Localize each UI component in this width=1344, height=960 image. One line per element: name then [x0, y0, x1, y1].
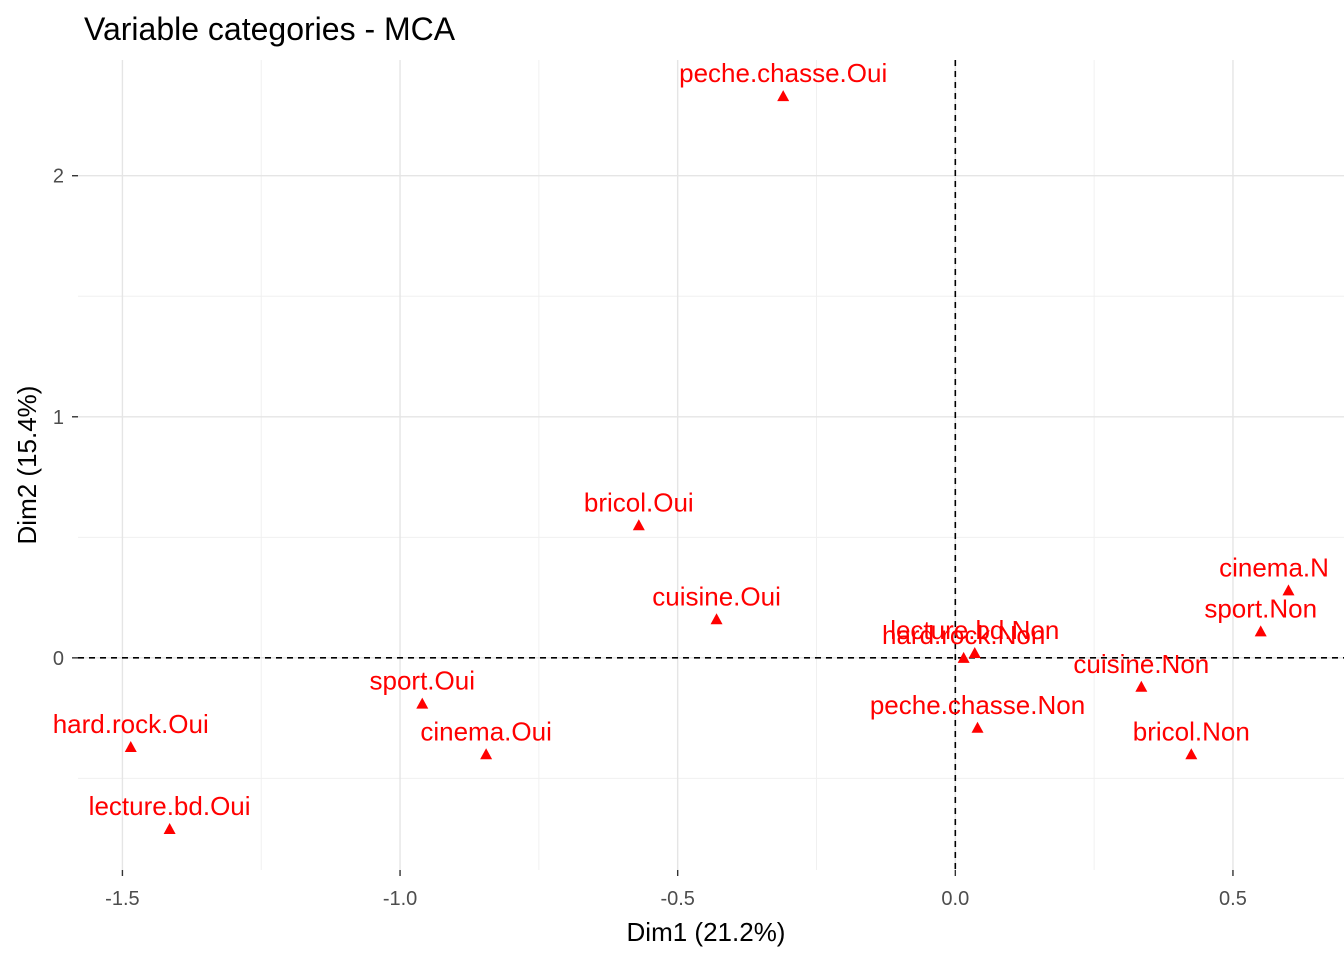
point-label: cuisine.Oui [652, 581, 781, 611]
point-label: bricol.Oui [584, 487, 694, 517]
x-tick-label: -0.5 [660, 888, 694, 910]
point-marker-triangle [632, 519, 645, 531]
point-label: hard.rock.Non [882, 620, 1045, 650]
point-label: bricol.Non [1133, 716, 1250, 746]
y-tick-label: 1 [53, 407, 64, 429]
y-axis-title: Dim2 (15.4%) [12, 386, 42, 545]
y-tick-label: 2 [53, 166, 64, 188]
y-tick-label: 0 [53, 648, 64, 670]
x-axis-title: Dim1 (21.2%) [627, 917, 786, 947]
point-marker-triangle [777, 90, 790, 102]
point-marker-triangle [971, 721, 984, 733]
chart-title: Variable categories - MCA [84, 11, 456, 47]
x-tick-label: 0.0 [941, 888, 969, 910]
point-label: lecture.bd.Oui [89, 791, 251, 821]
point-marker-triangle [1282, 584, 1295, 596]
point-marker-triangle [710, 613, 723, 625]
point-marker-triangle [480, 748, 493, 760]
point-marker-triangle [163, 823, 176, 835]
point-label: cinema.Oui [420, 716, 552, 746]
point-marker-triangle [968, 647, 981, 659]
point-marker-triangle [957, 651, 970, 663]
data-points: peche.chasse.Oui bricol.Oui cuisine.Oui cin… [53, 58, 1344, 835]
grid [78, 60, 1344, 870]
point-label: sport.Non [1204, 593, 1317, 623]
point-label: cuisine.Non [1073, 649, 1209, 679]
reference-lines [78, 60, 1344, 870]
point-marker-triangle [1135, 680, 1148, 692]
point-marker-triangle [416, 697, 429, 709]
x-tick-label: -1.5 [105, 888, 139, 910]
point-label: peche.chasse.Oui [679, 58, 887, 88]
point-marker-triangle [1185, 748, 1198, 760]
x-tick-label: 0.5 [1219, 888, 1247, 910]
point-label: peche.chasse.Non [870, 690, 1085, 720]
point-marker-triangle [1254, 625, 1267, 637]
x-tick-label: -1.0 [383, 888, 417, 910]
axis-ticks: -1.5 -1.0 -0.5 0.0 0.5 0 1 2 [53, 166, 1247, 910]
point-marker-triangle [124, 741, 137, 753]
point-label: cinema.Non [1219, 552, 1344, 582]
point-label: hard.rock.Oui [53, 709, 209, 739]
point-label: sport.Oui [370, 666, 476, 696]
point-label: lecture.bd.Non [890, 615, 1059, 645]
